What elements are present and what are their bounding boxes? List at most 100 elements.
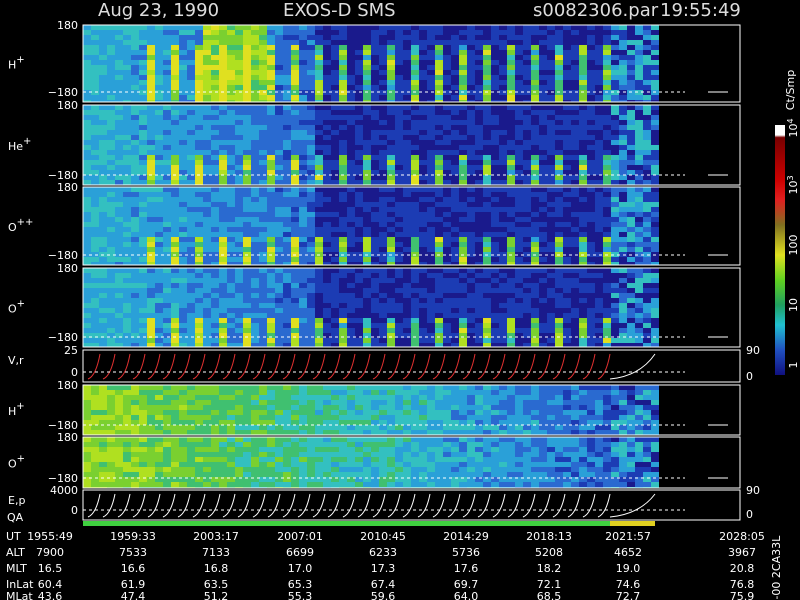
spectrogram-cell xyxy=(219,187,227,192)
spectrogram-cell xyxy=(243,165,251,170)
spectrogram-cell xyxy=(491,125,499,130)
spectrogram-cell xyxy=(443,257,451,262)
spectrogram-cell xyxy=(611,252,619,257)
spectrogram-cell xyxy=(83,25,91,30)
spectrogram-cell xyxy=(123,273,131,278)
spectrogram-cell xyxy=(403,70,411,75)
spectrogram-cell xyxy=(187,180,195,185)
spectrogram-cell xyxy=(251,400,259,405)
spectrogram-cell xyxy=(419,197,427,202)
spectrogram-cell xyxy=(259,313,267,318)
spectrogram-cell xyxy=(379,145,387,150)
spectrogram-cell xyxy=(331,227,339,232)
spectrogram-cell xyxy=(491,100,499,102)
spectrogram-cell xyxy=(483,95,491,100)
spectrogram-cell xyxy=(227,50,235,55)
spectrogram-cell xyxy=(283,175,291,180)
spectrogram-cell xyxy=(299,222,307,227)
spectrogram-cell xyxy=(379,293,387,298)
spectrogram-cell xyxy=(603,165,611,170)
spectrogram-cell xyxy=(627,30,635,35)
spectrogram-cell xyxy=(315,35,323,40)
spectrogram-cell xyxy=(315,175,323,180)
spectrogram-cell xyxy=(307,323,315,328)
spectrogram-cell xyxy=(219,323,227,328)
spectrogram-cell xyxy=(387,217,395,222)
spectrogram-cell xyxy=(211,237,219,242)
spectrogram-cell xyxy=(331,207,339,212)
spectrogram-cell xyxy=(579,333,587,338)
spectrogram-cell xyxy=(595,232,603,237)
spectrogram-cell xyxy=(603,192,611,197)
spectrogram-cell xyxy=(403,140,411,145)
spectrogram-cell xyxy=(387,170,395,175)
spectrogram-cell xyxy=(475,212,483,217)
spectrogram-cell xyxy=(163,283,171,288)
spectrogram-cell xyxy=(619,100,627,102)
spectrogram-cell xyxy=(451,50,459,55)
spectrogram-cell xyxy=(363,40,371,45)
spectrogram-cell xyxy=(131,278,139,283)
spectrogram-cell xyxy=(491,60,499,65)
spectrogram-cell xyxy=(419,30,427,35)
spectrogram-cell xyxy=(395,217,403,222)
spectrogram-cell xyxy=(555,232,563,237)
spectrogram-cell xyxy=(123,45,131,50)
spectrogram-cell xyxy=(227,242,235,247)
spectrogram-cell xyxy=(611,110,619,115)
spectrogram-cell xyxy=(323,170,331,175)
spectrogram-cell xyxy=(211,150,219,155)
spectrogram-cell xyxy=(395,150,403,155)
spectrogram-cell xyxy=(291,262,299,265)
spectrogram-cell xyxy=(139,70,147,75)
spectrogram-cell xyxy=(651,50,659,55)
spectrogram-cell xyxy=(187,35,195,40)
spectrogram-cell xyxy=(339,410,347,415)
spectrogram-cell xyxy=(427,343,435,347)
spectrogram-cell xyxy=(419,207,427,212)
spectrogram-cell xyxy=(355,415,363,420)
spectrogram-cell xyxy=(563,165,571,170)
spectrogram-cell xyxy=(331,187,339,192)
spectrogram-cell xyxy=(371,405,379,410)
spectrogram-cell xyxy=(275,227,283,232)
spectrogram-cell xyxy=(363,70,371,75)
spectrogram-cell xyxy=(219,262,227,265)
spectrogram-cell xyxy=(483,187,491,192)
spectrogram-cell xyxy=(315,30,323,35)
spectrogram-cell xyxy=(531,308,539,313)
spectrogram-cell xyxy=(235,303,243,308)
spectrogram-cell xyxy=(435,232,443,237)
spectrogram-cell xyxy=(155,425,163,430)
spectrogram-cell xyxy=(163,390,171,395)
spectrogram-cell xyxy=(531,222,539,227)
spectrogram-cell xyxy=(427,237,435,242)
spectrogram-cell xyxy=(419,283,427,288)
spectrogram-cell xyxy=(115,197,123,202)
spectrogram-cell xyxy=(115,257,123,262)
spectrogram-cell xyxy=(451,273,459,278)
spectrogram-cell xyxy=(315,273,323,278)
spectrogram-cell xyxy=(179,425,187,430)
spectrogram-cell xyxy=(403,232,411,237)
spectrogram-cell xyxy=(459,145,467,150)
spectrogram-cell xyxy=(451,170,459,175)
spectrogram-cell xyxy=(323,40,331,45)
spectrogram-cell xyxy=(187,257,195,262)
spectrogram-cell xyxy=(179,430,187,435)
spectrogram-cell xyxy=(155,192,163,197)
spectrogram-cell xyxy=(155,25,163,30)
spectrogram-cell xyxy=(195,318,203,323)
spectrogram-cell xyxy=(643,197,651,202)
spectrogram-cell xyxy=(539,293,547,298)
spectrogram-cell xyxy=(403,202,411,207)
spectrogram-cell xyxy=(131,252,139,257)
spectrogram-cell xyxy=(355,328,363,333)
spectrogram-cell xyxy=(411,212,419,217)
spectrogram-cell xyxy=(347,145,355,150)
spectrogram-cell xyxy=(259,60,267,65)
spectrogram-cell xyxy=(499,120,507,125)
spectrogram-cell xyxy=(515,135,523,140)
spectrogram-cell xyxy=(195,247,203,252)
spectrogram-cell xyxy=(643,125,651,130)
